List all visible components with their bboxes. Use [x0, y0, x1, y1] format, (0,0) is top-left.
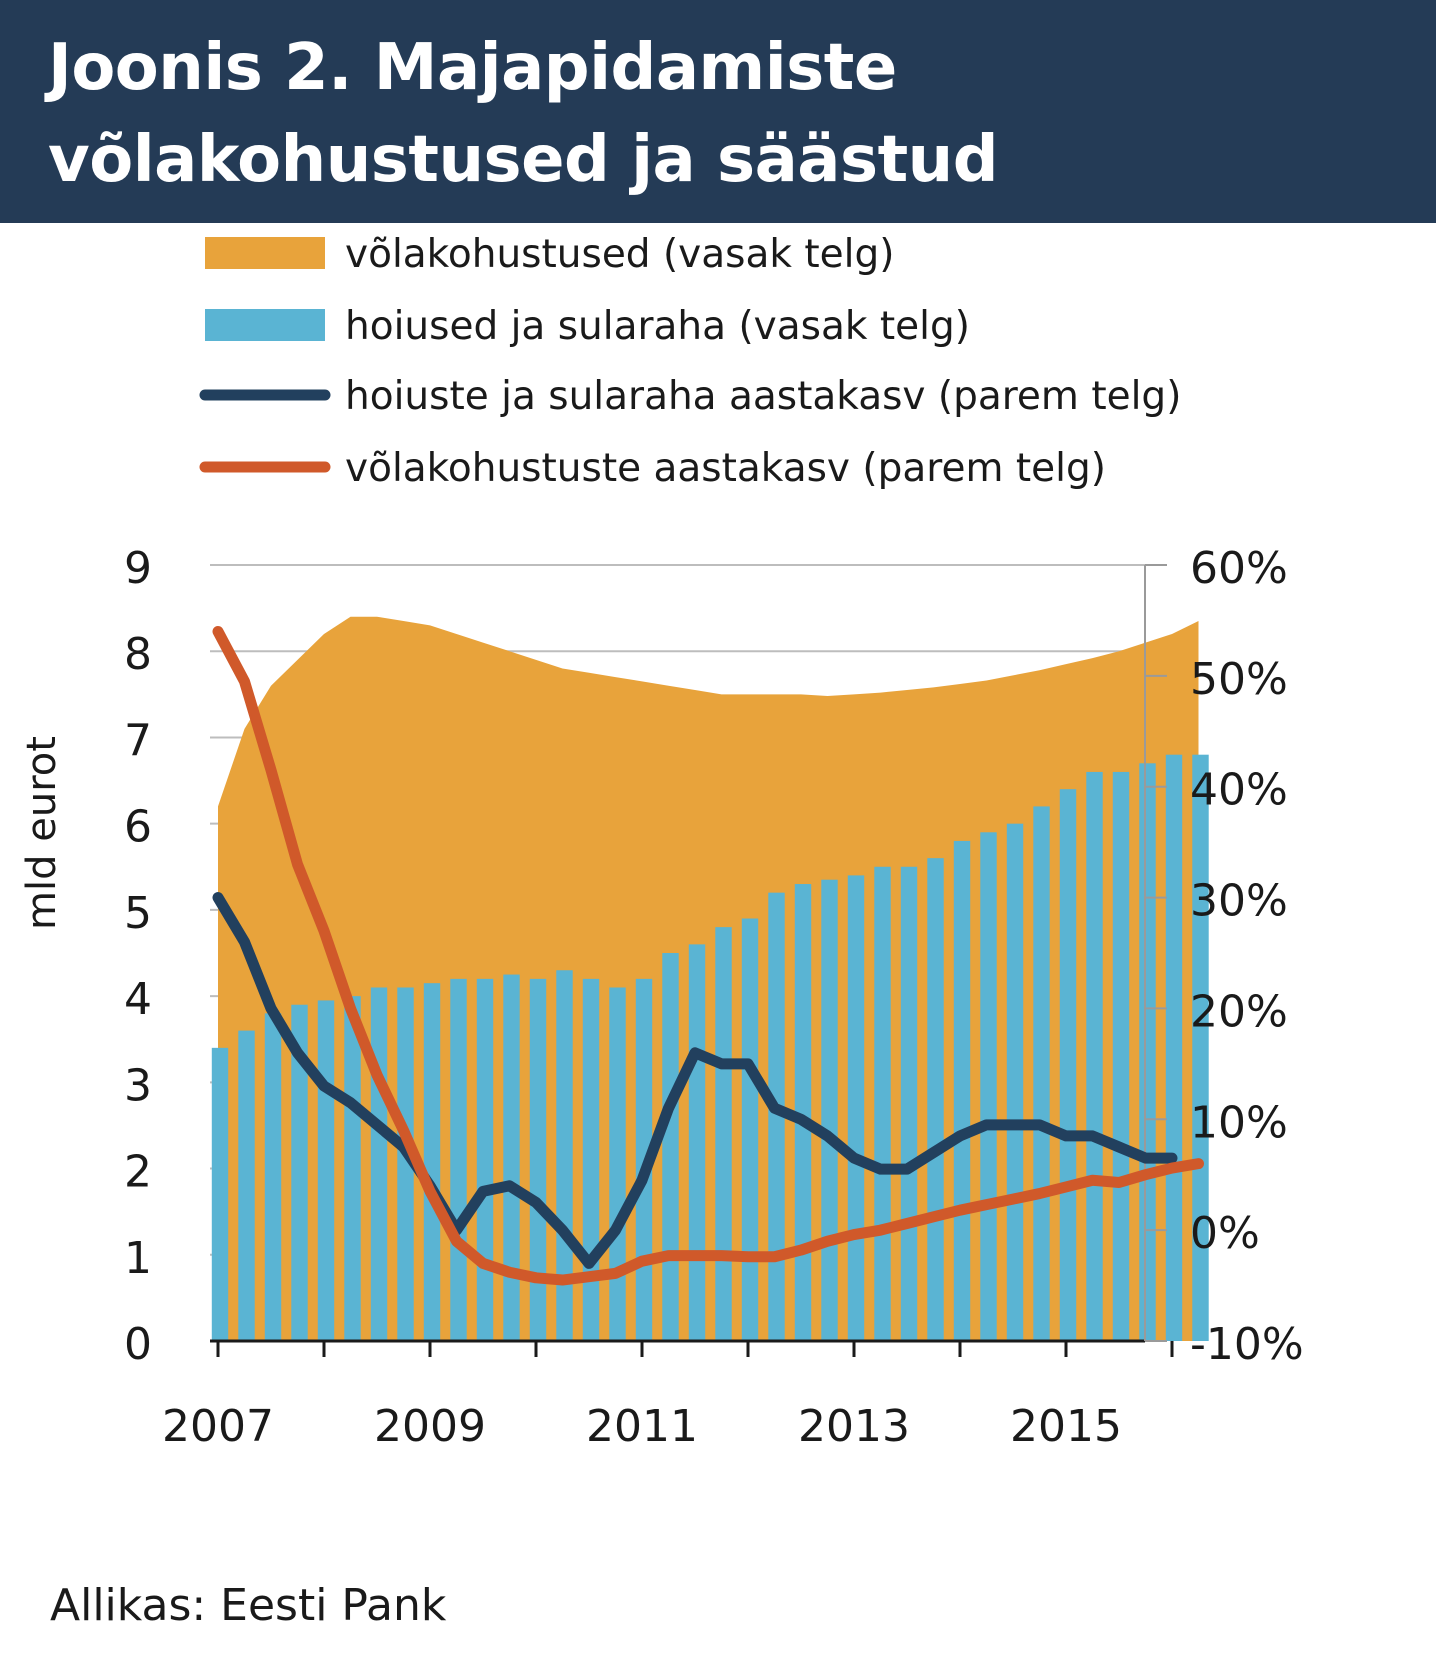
y-tick-right: 20% — [1190, 986, 1288, 1037]
deposit-bar — [953, 840, 971, 1341]
y-tick-left: 8 — [124, 629, 152, 680]
debt-growth-line — [212, 626, 1204, 1286]
deposit-bar — [211, 1047, 229, 1341]
deposit-bar — [503, 974, 520, 1341]
y-tick-right: 60% — [1190, 543, 1288, 594]
source-note: Allikas: Eesti Pank — [50, 1580, 447, 1631]
deposit-bar — [317, 1000, 335, 1341]
x-tick-label: 2007 — [162, 1401, 274, 1452]
deposit-bar — [821, 879, 838, 1341]
x-tick-label: 2011 — [586, 1401, 698, 1452]
deposit-bar — [980, 832, 997, 1341]
y-tick-left: 3 — [124, 1060, 152, 1111]
legend-label: hoiused ja sularaha (vasak telg) — [345, 304, 970, 349]
deposit-bar — [476, 978, 494, 1341]
deposit-bar — [794, 884, 812, 1341]
deposit-bar — [768, 892, 785, 1341]
deposit-bar — [1112, 771, 1130, 1341]
chart-title: Joonis 2. Majapidamiste võlakohustused j… — [48, 31, 999, 197]
y-tick-right: 0% — [1190, 1208, 1260, 1259]
y-tick-left: 0 — [124, 1319, 152, 1370]
y-tick-right: 50% — [1190, 654, 1288, 705]
y-tick-left: 6 — [124, 802, 152, 853]
legend-label: hoiuste ja sularaha aastakasv (parem tel… — [345, 374, 1181, 419]
y-tick-left: 7 — [124, 715, 152, 766]
legend-swatch-debt — [205, 237, 325, 269]
legend-label: võlakohustuste aastakasv (parem telg) — [345, 446, 1106, 491]
y-axis-label: mld eurot — [19, 736, 65, 930]
deposit-bar — [423, 983, 441, 1341]
y-tick-left: 1 — [124, 1233, 152, 1284]
deposit-bar — [238, 1030, 255, 1341]
deposit-bar — [741, 918, 759, 1341]
deposit-bar — [344, 996, 361, 1341]
deposit-bar — [1006, 823, 1024, 1341]
deposit-bar — [1033, 806, 1050, 1341]
legend: võlakohustused (vasak telg) hoiused ja su… — [199, 232, 1181, 491]
y-tick-right: 40% — [1190, 765, 1288, 816]
chart: võlakohustused (vasak telg) hoiused ja su… — [19, 232, 1304, 1452]
deposit-bar — [264, 1013, 282, 1341]
deposit-bar — [370, 987, 388, 1341]
deposit-bar — [847, 875, 865, 1341]
deposit-bar — [715, 927, 732, 1341]
y-tick-left: 9 — [124, 543, 152, 594]
y-tick-left: 4 — [124, 974, 152, 1025]
y-tick-left: 2 — [124, 1147, 152, 1198]
deposit-bar — [662, 953, 679, 1341]
deposit-bar — [1192, 754, 1209, 1341]
deposit-bar — [927, 858, 944, 1341]
title-bar: Joonis 2. Majapidamiste võlakohustused j… — [0, 0, 1436, 223]
debt-area — [218, 616, 1199, 1341]
x-tick-label: 2009 — [374, 1401, 486, 1452]
deposit-bar — [450, 978, 467, 1341]
deposit-bar — [529, 978, 547, 1341]
y-tick-right: -10% — [1190, 1319, 1304, 1370]
deposit-bar — [1059, 789, 1077, 1341]
deposit-bar — [397, 987, 414, 1341]
legend-label: võlakohustused (vasak telg) — [345, 232, 894, 277]
x-tick-label: 2015 — [1010, 1401, 1122, 1452]
plot-area: 0 1 2 3 4 5 6 7 8 9 -10% 0% 10% 20% 30% 40% 50% 60% 2007 20… — [124, 543, 1304, 1452]
deposit-bar — [874, 866, 891, 1341]
deposit-growth-line — [212, 892, 1178, 1269]
y-tick-right: 10% — [1190, 1097, 1288, 1148]
deposit-bar — [900, 866, 918, 1341]
y-tick-left: 5 — [124, 888, 152, 939]
deposit-bar — [582, 978, 600, 1341]
deposit-bar — [1086, 771, 1103, 1341]
y-tick-right: 30% — [1190, 876, 1288, 927]
deposit-bar — [556, 970, 573, 1341]
deposit-bar — [1165, 754, 1183, 1341]
deposit-bar — [1139, 763, 1156, 1341]
deposit-bar — [291, 1004, 308, 1341]
deposit-bar — [688, 944, 706, 1341]
deposit-bar — [609, 987, 626, 1341]
x-tick-label: 2013 — [798, 1401, 910, 1452]
legend-swatch-deposits — [205, 309, 325, 341]
